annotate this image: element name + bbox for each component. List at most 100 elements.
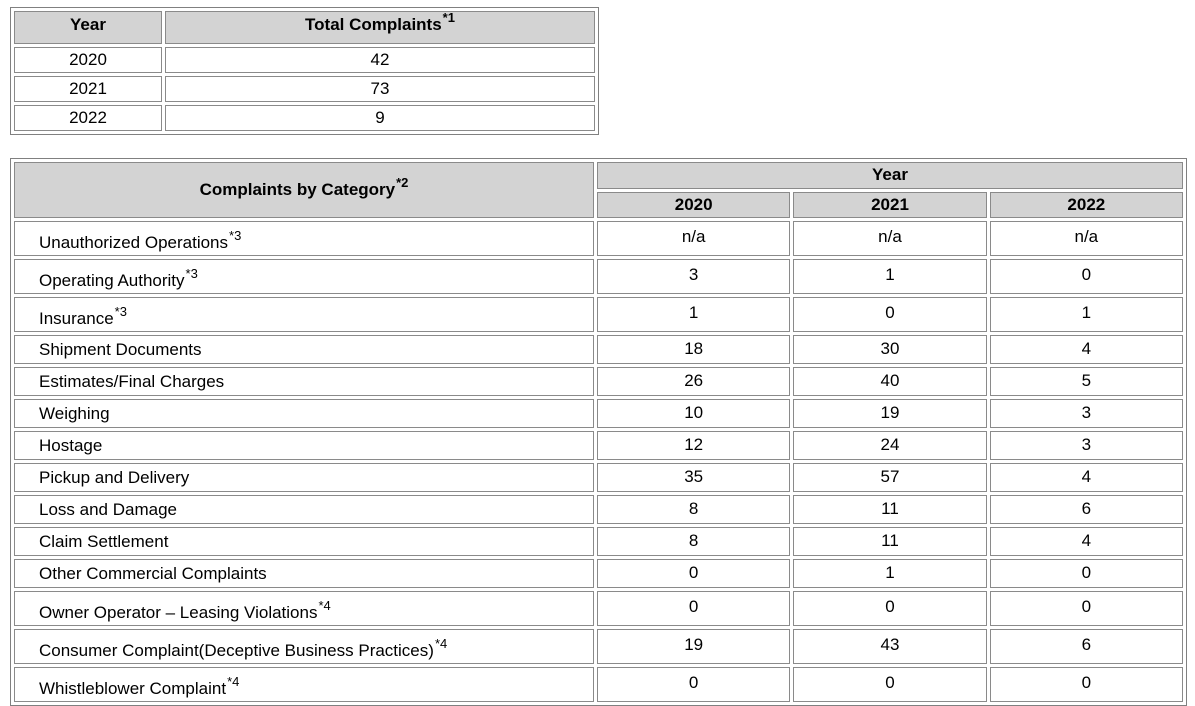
- value-cell-2020: 8: [597, 495, 791, 524]
- value-cell-2020: 19: [597, 629, 791, 664]
- value-cell-2020: 1: [597, 297, 791, 332]
- value-cell-2022: 0: [989, 559, 1183, 588]
- table-row: Loss and Damage 8 11 6: [14, 495, 1183, 524]
- footnote-marker: *4: [434, 636, 448, 651]
- year-cell: 2021: [14, 76, 162, 102]
- category-cell: Owner Operator – Leasing Violations*4: [14, 591, 594, 626]
- footnote-marker: *4: [318, 598, 331, 613]
- footnote-marker: *1: [442, 10, 455, 25]
- table-row: Other Commercial Complaints 0 1 0: [14, 559, 1183, 588]
- complaints-by-category-table: Complaints by Category*2 Year 2020 2021 …: [10, 158, 1187, 706]
- footnote-marker: *3: [114, 304, 127, 319]
- value-cell-2021: 0: [793, 667, 987, 702]
- category-cell: Consumer Complaint(Deceptive Business Pr…: [14, 629, 594, 664]
- category-cell: Estimates/Final Charges: [14, 367, 594, 396]
- table-row: 2022 9: [14, 105, 595, 131]
- total-complaints-table: Year Total Complaints*1 2020 42 2021 73 …: [10, 7, 599, 135]
- category-label: Operating Authority: [39, 271, 185, 290]
- category-cell: Hostage: [14, 431, 594, 460]
- value-cell-2020: 0: [597, 667, 791, 702]
- value-cell-2021: 57: [793, 463, 987, 492]
- category-label: Other Commercial Complaints: [39, 563, 267, 583]
- category-cell: Pickup and Delivery: [14, 463, 594, 492]
- value-cell-2020: 35: [597, 463, 791, 492]
- value-cell-2022: 6: [989, 629, 1183, 664]
- value-cell-2020: 0: [597, 559, 791, 588]
- value-cell-2020: 10: [597, 399, 791, 428]
- year-column-header: Year: [14, 11, 162, 44]
- category-label: Weighing: [39, 403, 110, 423]
- value-cell-2021: 11: [793, 527, 987, 556]
- value-cell-2021: 30: [793, 335, 987, 364]
- totals-header-row: Year Total Complaints*1: [14, 10, 595, 44]
- category-header-row: Complaints by Category*2 Year: [14, 162, 1183, 218]
- value-cell-2020: 3: [597, 259, 791, 294]
- table-row: Estimates/Final Charges 26 40 5: [14, 367, 1183, 396]
- value-cell-2022: 0: [989, 591, 1183, 626]
- table-row: Owner Operator – Leasing Violations*4 0 0 0: [14, 591, 1183, 626]
- category-cell: Shipment Documents: [14, 335, 594, 364]
- year-cell: 2022: [14, 105, 162, 131]
- category-cell: Loss and Damage: [14, 495, 594, 524]
- category-label: Whistleblower Complaint: [39, 679, 227, 698]
- category-header-label: Complaints by Category: [199, 180, 396, 199]
- value-cell-2021: 43: [793, 629, 987, 664]
- category-label: Claim Settlement: [39, 531, 169, 551]
- value-cell-2021: 11: [793, 495, 987, 524]
- category-cell: Other Commercial Complaints: [14, 559, 594, 588]
- value-cell-2021: n/a: [793, 221, 987, 256]
- value-cell-2021: 1: [793, 259, 987, 294]
- value-cell-2020: 12: [597, 431, 791, 460]
- category-label: Pickup and Delivery: [39, 467, 190, 487]
- table-row: Consumer Complaint(Deceptive Business Pr…: [14, 629, 1183, 664]
- table-row: Hostage 12 24 3: [14, 431, 1183, 460]
- table-row: Shipment Documents 18 30 4: [14, 335, 1183, 364]
- category-label: Consumer Complaint(Deceptive Business Pr…: [39, 641, 434, 660]
- table-row: 2021 73: [14, 76, 595, 102]
- category-label: Owner Operator – Leasing Violations: [39, 603, 318, 622]
- category-label: Unauthorized Operations: [39, 233, 229, 252]
- year-cell: 2020: [14, 47, 162, 73]
- value-cell-2021: 40: [793, 367, 987, 396]
- value-cell-2021: 0: [793, 297, 987, 332]
- footnote-marker: *2: [396, 175, 409, 190]
- category-cell: Insurance*3: [14, 297, 594, 332]
- total-cell: 9: [165, 105, 595, 131]
- category-column-header: Complaints by Category*2: [14, 162, 594, 218]
- table-row: Operating Authority*3 3 1 0: [14, 259, 1183, 294]
- value-cell-2022: 4: [989, 335, 1183, 364]
- value-cell-2020: 0: [597, 591, 791, 626]
- total-cell: 73: [165, 76, 595, 102]
- total-complaints-column-header: Total Complaints*1: [165, 10, 595, 44]
- value-cell-2022: 5: [989, 367, 1183, 396]
- table-row: Claim Settlement 8 11 4: [14, 527, 1183, 556]
- category-cell: Weighing: [14, 399, 594, 428]
- category-cell: Unauthorized Operations*3: [14, 221, 594, 256]
- total-complaints-header-label: Total Complaints: [305, 15, 442, 34]
- footnote-marker: *3: [229, 228, 242, 243]
- value-cell-2022: 0: [989, 667, 1183, 702]
- table-row: Insurance*3 1 0 1: [14, 297, 1183, 332]
- year-group-header: Year: [597, 162, 1183, 189]
- year-subheader-row: 2020 2021 2022: [14, 191, 1183, 218]
- category-label: Loss and Damage: [39, 499, 177, 519]
- value-cell-2022: 1: [989, 297, 1183, 332]
- value-cell-2021: 0: [793, 591, 987, 626]
- value-cell-2022: 3: [989, 431, 1183, 460]
- value-cell-2022: n/a: [989, 221, 1183, 256]
- value-cell-2021: 24: [793, 431, 987, 460]
- category-label: Estimates/Final Charges: [39, 371, 225, 391]
- value-cell-2020: 8: [597, 527, 791, 556]
- year-2021-header: 2021: [793, 191, 987, 218]
- value-cell-2022: 6: [989, 495, 1183, 524]
- value-cell-2022: 3: [989, 399, 1183, 428]
- value-cell-2021: 1: [793, 559, 987, 588]
- table-row: 2020 42: [14, 47, 595, 73]
- table-row: Pickup and Delivery 35 57 4: [14, 463, 1183, 492]
- value-cell-2022: 4: [989, 527, 1183, 556]
- category-cell: Claim Settlement: [14, 527, 594, 556]
- table-row: Unauthorized Operations*3 n/a n/a n/a: [14, 221, 1183, 256]
- category-cell: Operating Authority*3: [14, 259, 594, 294]
- value-cell-2020: n/a: [597, 221, 791, 256]
- category-label: Hostage: [39, 435, 103, 455]
